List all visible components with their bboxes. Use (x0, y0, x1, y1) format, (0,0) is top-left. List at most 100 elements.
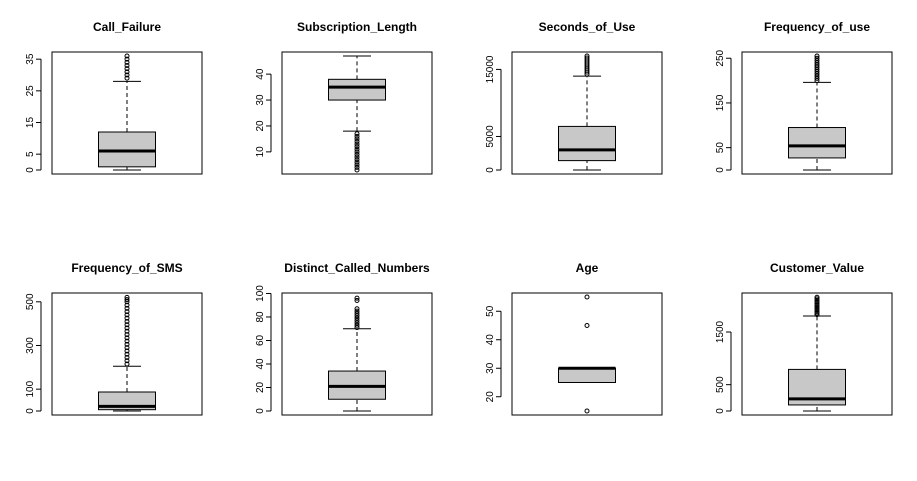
boxplot-panel-7: Customer_Value 0 500 1500 (715, 261, 893, 416)
outlier-point (354, 310, 360, 316)
outlier-point (814, 53, 820, 59)
plot-frame (281, 51, 433, 175)
outlier-point (584, 408, 590, 414)
outlier-point (354, 131, 360, 137)
outlier-point (814, 312, 820, 318)
outlier-point (354, 151, 360, 157)
outlier-point (124, 69, 130, 75)
outlier-point (814, 301, 820, 307)
outlier-point (124, 351, 130, 357)
outlier-point (354, 295, 360, 301)
panel-title: Frequency_of_use (764, 20, 870, 34)
panel-title: Subscription_Length (297, 20, 417, 34)
outlier-point (354, 162, 360, 168)
y-tick-label: 15000 (485, 55, 496, 83)
plot-frame (51, 292, 203, 416)
y-tick-label: 50 (715, 142, 726, 154)
outlier-point (814, 305, 820, 311)
outlier-point (124, 354, 130, 360)
y-tick-label: 35 (25, 53, 36, 65)
outlier-point (354, 144, 360, 150)
y-tick-label: 1500 (715, 320, 726, 343)
outlier-point (584, 323, 590, 328)
outlier-point (354, 159, 360, 165)
outlier-point (584, 55, 590, 61)
outlier-point (124, 315, 130, 321)
outlier-point (814, 308, 820, 314)
y-tick-label: 150 (715, 94, 726, 111)
y-tick-label: 0 (485, 167, 496, 173)
boxplot-panel-1: Subscription_Length 10 20 30 40 (255, 20, 433, 175)
outlier-point (124, 328, 130, 334)
y-tick-label: 40 (255, 68, 266, 80)
iqr-box (328, 78, 386, 101)
panel-title: Customer_Value (770, 261, 864, 275)
outlier-point (354, 315, 360, 321)
outlier-point (814, 294, 820, 300)
outlier-point (814, 299, 820, 305)
outlier-point (124, 59, 130, 65)
outlier-point (124, 302, 130, 308)
plot-frame (281, 292, 433, 416)
outlier-point (124, 332, 130, 338)
panel-title: Call_Failure (93, 20, 161, 34)
y-tick-label: 100 (25, 380, 36, 397)
outlier-point (124, 53, 130, 59)
y-tick-label: 15 (25, 117, 36, 129)
y-tick-label: 500 (25, 293, 36, 310)
outlier-point (124, 325, 130, 331)
outlier-point (124, 75, 130, 81)
boxplot-panel-2: Seconds_of_Use 0 5000 15000 (485, 20, 663, 175)
plot-frame (741, 51, 893, 175)
plot-frame (511, 292, 663, 416)
iqr-box (558, 125, 616, 162)
y-tick-label: 30 (255, 94, 266, 106)
outlier-point (124, 338, 130, 344)
outlier-point (124, 294, 130, 300)
panel-title: Frequency_of_SMS (71, 261, 182, 275)
outlier-point (124, 312, 130, 318)
outlier-point (354, 318, 360, 324)
iqr-box (98, 131, 156, 168)
y-tick-label: 25 (25, 85, 36, 97)
y-tick-label: 20 (485, 391, 496, 403)
outlier-point (124, 56, 130, 62)
y-tick-label: 0 (715, 167, 726, 173)
boxplot-panel-6: Age 20 30 40 50 (485, 261, 663, 416)
y-tick-label: 20 (255, 120, 266, 132)
y-tick-label: 80 (255, 311, 266, 323)
outlier-point (354, 141, 360, 147)
outlier-point (814, 297, 820, 303)
y-tick-label: 30 (485, 362, 496, 374)
outlier-point (354, 320, 360, 326)
y-tick-label: 0 (255, 408, 266, 414)
outlier-point (124, 358, 130, 364)
boxplot-panel-4: Frequency_of_SMS 0 100 300 500 (25, 261, 203, 416)
outlier-point (124, 305, 130, 311)
outlier-point (354, 133, 360, 139)
outlier-point (124, 361, 130, 367)
outlier-point (124, 335, 130, 341)
panel-title: Distinct_Called_Numbers (284, 261, 430, 275)
outlier-point (354, 164, 360, 170)
outlier-point (124, 63, 130, 68)
outlier-point (124, 348, 130, 354)
outlier-point (354, 154, 360, 160)
outlier-point (814, 296, 820, 302)
outlier-point (354, 149, 360, 155)
y-tick-label: 10 (255, 146, 266, 158)
y-tick-label: 100 (255, 285, 266, 302)
outlier-point (814, 304, 820, 310)
outlier-point (124, 345, 130, 351)
outlier-point (124, 318, 130, 324)
y-tick-label: 250 (715, 49, 726, 66)
outlier-point (124, 341, 130, 347)
outlier-point (814, 307, 820, 313)
outlier-point (354, 139, 360, 144)
y-tick-label: 5 (25, 151, 36, 157)
outlier-point (354, 146, 360, 152)
y-tick-label: 20 (255, 381, 266, 393)
outlier-point (354, 298, 360, 304)
outlier-point (814, 55, 820, 61)
